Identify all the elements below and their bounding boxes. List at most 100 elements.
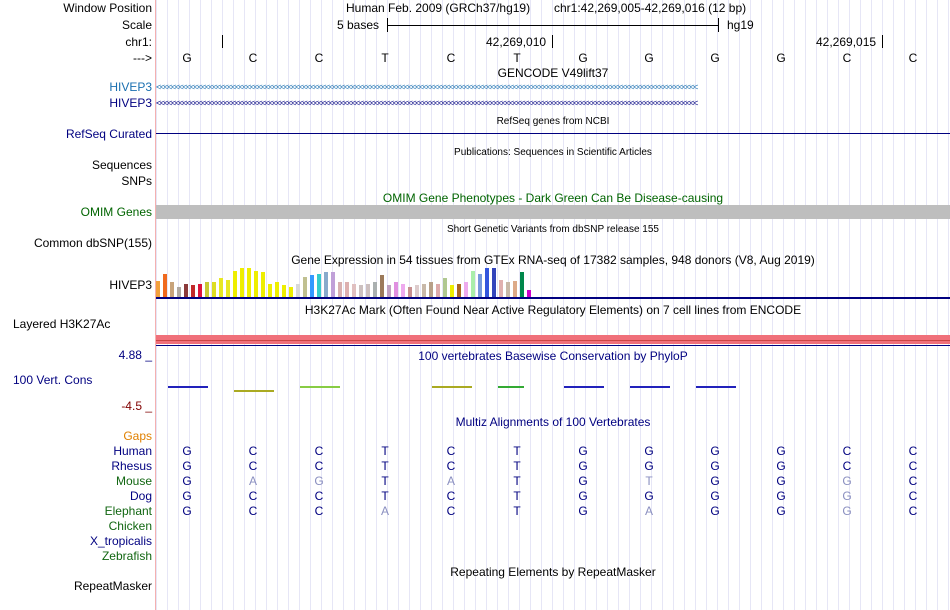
gencode-transcript-1[interactable]: <<<<<<<<<<<<<<<<<<<<<<<<<<<<<<<<<<<<<<<<… bbox=[156, 83, 698, 92]
gtex-tissue-bar[interactable] bbox=[415, 285, 419, 297]
gtex-tissue-bar[interactable] bbox=[352, 284, 356, 297]
phylop-max-label: 4.88 _ bbox=[118, 348, 152, 362]
gencode-track-label-2[interactable]: HIVEP3 bbox=[109, 96, 152, 110]
gtex-tissue-bar[interactable] bbox=[156, 281, 160, 297]
omim-track-label[interactable]: OMIM Genes bbox=[80, 205, 152, 219]
gtex-tissue-bar[interactable] bbox=[205, 282, 209, 297]
gtex-tissue-bar[interactable] bbox=[212, 282, 216, 297]
guide-line bbox=[871, 0, 872, 610]
gtex-tissue-bar[interactable] bbox=[380, 275, 384, 297]
gtex-tissue-bar[interactable] bbox=[513, 281, 517, 297]
gtex-tissue-bar[interactable] bbox=[401, 284, 405, 297]
alignment-base: C bbox=[842, 444, 852, 458]
species-label: Chicken bbox=[108, 519, 152, 533]
gtex-tissue-bar[interactable] bbox=[254, 271, 258, 297]
gtex-tissue-bar[interactable] bbox=[184, 284, 188, 297]
gtex-tissue-bar[interactable] bbox=[289, 287, 293, 297]
gencode-track-label-1[interactable]: HIVEP3 bbox=[109, 80, 152, 94]
species-label: X_tropicalis bbox=[89, 534, 152, 548]
refseq-track-label[interactable]: RefSeq Curated bbox=[65, 127, 152, 141]
ruler-coord-2: 42,269,015 bbox=[816, 35, 877, 49]
gtex-gene-line[interactable] bbox=[156, 297, 950, 299]
alignment-base: C bbox=[314, 459, 324, 473]
phylop-conservation-plot[interactable] bbox=[156, 380, 950, 400]
gtex-track-label[interactable]: HIVEP3 bbox=[109, 278, 152, 292]
snps-track-label[interactable]: SNPs bbox=[121, 174, 152, 188]
guide-line bbox=[288, 0, 289, 610]
guide-line bbox=[772, 0, 773, 610]
gtex-tissue-bar[interactable] bbox=[310, 275, 314, 297]
gtex-tissue-bar[interactable] bbox=[457, 284, 461, 297]
guide-line bbox=[915, 0, 916, 610]
gtex-expression-bars[interactable] bbox=[156, 268, 950, 297]
guide-line bbox=[486, 0, 487, 610]
gtex-tissue-bar[interactable] bbox=[338, 282, 342, 297]
gtex-tissue-bar[interactable] bbox=[387, 285, 391, 297]
gtex-tissue-bar[interactable] bbox=[443, 278, 447, 297]
gtex-tissue-bar[interactable] bbox=[436, 284, 440, 297]
gtex-tissue-bar[interactable] bbox=[247, 268, 251, 297]
gtex-tissue-bar[interactable] bbox=[408, 287, 412, 297]
gtex-tissue-bar[interactable] bbox=[527, 290, 531, 297]
track-data-area[interactable]: Human Feb. 2009 (GRCh37/hg19) chr1:42,26… bbox=[156, 0, 950, 610]
gtex-tissue-bar[interactable] bbox=[317, 274, 321, 297]
gtex-tissue-bar[interactable] bbox=[198, 284, 202, 297]
guide-line bbox=[904, 0, 905, 610]
gtex-tissue-bar[interactable] bbox=[282, 285, 286, 297]
gtex-tissue-bar[interactable] bbox=[485, 268, 489, 297]
gtex-tissue-bar[interactable] bbox=[303, 277, 307, 297]
gtex-tissue-bar[interactable] bbox=[233, 271, 237, 297]
gtex-tissue-bar[interactable] bbox=[177, 287, 181, 297]
gtex-tissue-bar[interactable] bbox=[296, 284, 300, 297]
gtex-tissue-bar[interactable] bbox=[373, 282, 377, 297]
gtex-tissue-bar[interactable] bbox=[331, 272, 335, 297]
reference-base: C bbox=[248, 51, 258, 65]
gtex-tissue-bar[interactable] bbox=[240, 268, 244, 297]
gencode-transcript-2[interactable]: <<<<<<<<<<<<<<<<<<<<<<<<<<<<<<<<<<<<<<<<… bbox=[156, 99, 698, 108]
guide-line bbox=[695, 0, 696, 610]
gtex-tissue-bar[interactable] bbox=[394, 282, 398, 297]
alignment-base: G bbox=[842, 504, 852, 518]
guide-line bbox=[783, 0, 784, 610]
guide-line bbox=[167, 0, 168, 610]
dbsnp-track-label[interactable]: Common dbSNP(155) bbox=[33, 236, 152, 250]
gtex-tissue-bar[interactable] bbox=[163, 274, 167, 297]
gtex-tissue-bar[interactable] bbox=[499, 280, 503, 297]
gtex-tissue-bar[interactable] bbox=[261, 272, 265, 297]
publications-track-label[interactable]: Sequences bbox=[91, 158, 152, 172]
scale-bar-text: 5 bases bbox=[337, 18, 380, 32]
gtex-tissue-bar[interactable] bbox=[226, 280, 230, 297]
gtex-tissue-bar[interactable] bbox=[520, 272, 524, 297]
gtex-tissue-bar[interactable] bbox=[429, 282, 433, 297]
gtex-tissue-bar[interactable] bbox=[219, 278, 223, 297]
gtex-tissue-bar[interactable] bbox=[366, 284, 370, 297]
gtex-tissue-bar[interactable] bbox=[345, 282, 349, 297]
gtex-tissue-bar[interactable] bbox=[506, 282, 510, 297]
gtex-tissue-bar[interactable] bbox=[275, 282, 279, 297]
guide-line bbox=[387, 0, 388, 610]
guide-line bbox=[805, 0, 806, 610]
gtex-tissue-bar[interactable] bbox=[268, 284, 272, 297]
gtex-tissue-bar[interactable] bbox=[492, 268, 496, 297]
gtex-tissue-bar[interactable] bbox=[464, 282, 468, 297]
gtex-tissue-bar[interactable] bbox=[359, 285, 363, 297]
repeatmasker-track-label[interactable]: RepeatMasker bbox=[73, 579, 152, 593]
gtex-tissue-bar[interactable] bbox=[170, 282, 174, 297]
guide-line bbox=[838, 0, 839, 610]
alignment-base: G bbox=[710, 504, 720, 518]
reference-base: G bbox=[644, 51, 654, 65]
gtex-tissue-bar[interactable] bbox=[422, 284, 426, 297]
gtex-tissue-bar[interactable] bbox=[191, 285, 195, 297]
gtex-tissue-bar[interactable] bbox=[450, 285, 454, 297]
h3k27ac-signal[interactable] bbox=[156, 335, 950, 344]
phylop-track-label[interactable]: 100 Vert. Cons bbox=[13, 373, 93, 387]
gtex-tissue-bar[interactable] bbox=[471, 271, 475, 297]
omim-gene-block[interactable] bbox=[156, 205, 950, 219]
alignment-base: T bbox=[513, 474, 521, 488]
alignment-base: A bbox=[380, 504, 389, 518]
gtex-tissue-bar[interactable] bbox=[478, 274, 482, 297]
h3k27ac-track-label[interactable]: Layered H3K27Ac bbox=[13, 317, 111, 331]
refseq-transcript-line[interactable] bbox=[156, 133, 950, 134]
gtex-tissue-bar[interactable] bbox=[324, 272, 328, 297]
